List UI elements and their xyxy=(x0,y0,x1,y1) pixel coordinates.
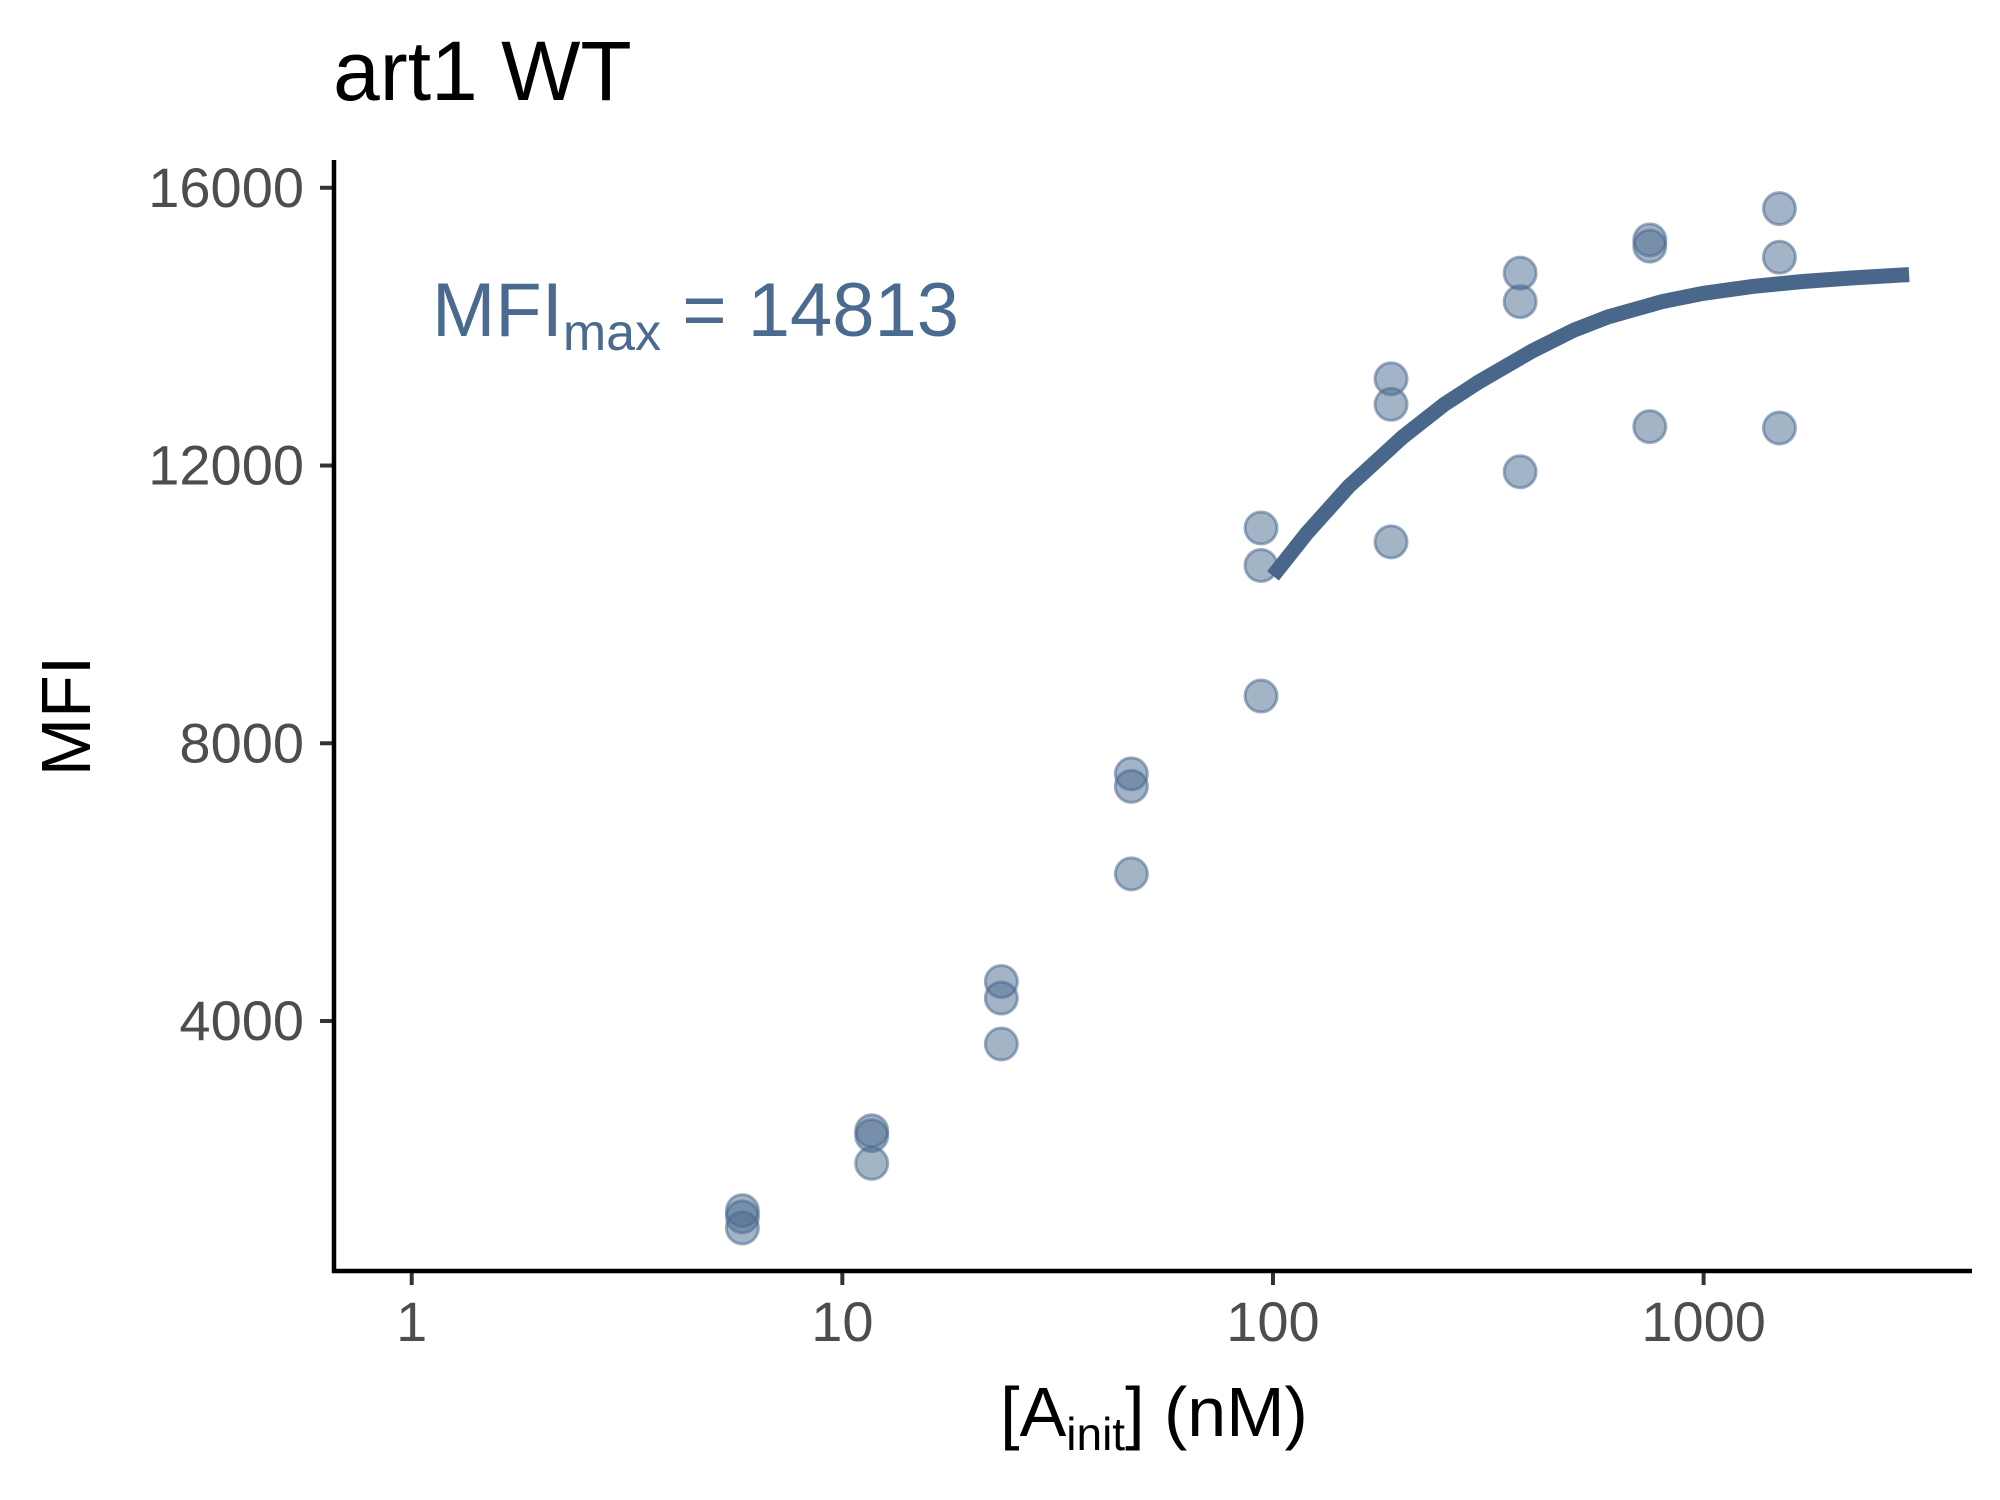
data-points xyxy=(724,191,1797,1246)
x-axis-title: [Ainit] (nM) xyxy=(1000,1373,1308,1460)
x-tick-label: 10 xyxy=(811,1290,873,1353)
y-tick-label: 8000 xyxy=(179,711,304,774)
annotation-subscript: max xyxy=(563,304,661,362)
data-point xyxy=(1761,410,1797,446)
data-point xyxy=(1243,678,1279,714)
data-point xyxy=(1373,386,1409,422)
y-axis-title: MFI xyxy=(27,656,105,777)
fit-curve xyxy=(1267,267,1910,581)
data-point xyxy=(983,980,1019,1016)
y-tick-label: 16000 xyxy=(148,156,304,219)
x-axis-title-tail: ] (nM) xyxy=(1125,1373,1308,1451)
data-point xyxy=(1113,856,1149,892)
x-axis-title-subscript: init xyxy=(1066,1408,1125,1460)
annotation-tail: = 14813 xyxy=(661,268,959,353)
x-axis: 1 10 100 1000 xyxy=(396,1271,1766,1353)
x-tick-label: 1 xyxy=(396,1290,427,1353)
data-point xyxy=(854,1145,890,1181)
annotation-main: MFI xyxy=(432,268,563,353)
data-point xyxy=(724,1210,760,1246)
data-point xyxy=(1113,768,1149,804)
data-point xyxy=(1502,454,1538,490)
x-axis-title-main: [A xyxy=(1000,1373,1066,1451)
data-point xyxy=(1243,510,1279,546)
data-point xyxy=(1502,284,1538,320)
data-point xyxy=(1632,228,1668,264)
x-tick-label: 100 xyxy=(1226,1290,1319,1353)
y-tick-label: 12000 xyxy=(148,434,304,497)
fit-curve-line xyxy=(1267,267,1910,581)
data-point xyxy=(983,1026,1019,1062)
data-point xyxy=(1761,239,1797,275)
data-point xyxy=(1632,409,1668,445)
y-axis: 4000 8000 12000 16000 xyxy=(148,156,334,1052)
mfi-max-annotation: MFImax = 14813 xyxy=(432,268,959,362)
data-point xyxy=(1761,191,1797,227)
data-point xyxy=(1373,524,1409,560)
y-tick-label: 4000 xyxy=(179,989,304,1052)
chart-title: art1 WT xyxy=(333,24,632,118)
x-tick-label: 1000 xyxy=(1641,1290,1766,1353)
